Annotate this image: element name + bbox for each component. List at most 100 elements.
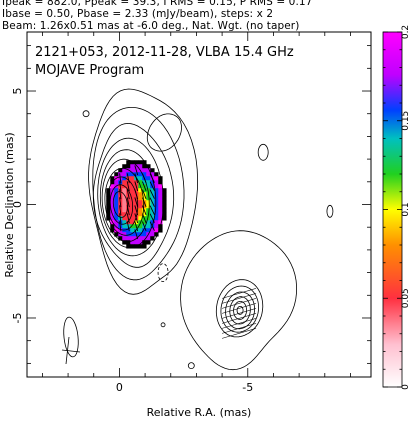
pol-pixel [142,228,147,233]
evpa-vector [119,189,122,200]
pol-pixel [126,236,131,241]
plot-subtitle: MOJAVE Program [35,63,144,78]
pol-pixel [106,200,111,205]
jet-contour [215,279,264,338]
pol-pixel [154,204,159,209]
pol-pixel [134,160,139,165]
pol-pixel [154,188,159,193]
pol-pixel [122,224,127,229]
pol-pixel [130,188,135,193]
jet-hatch [221,328,257,339]
noise-contour [326,204,334,218]
pol-pixel [122,192,127,197]
pol-pixel [146,168,151,173]
pol-pixel [138,160,143,165]
core-contour [106,176,139,231]
pol-pixel [126,220,131,225]
pol-pixel [146,204,151,209]
evpa-vector [134,189,139,200]
pol-pixel [158,184,163,189]
pol-pixel [122,188,127,193]
evpa-vector [149,205,155,215]
pol-pixel [138,208,143,213]
pol-pixel [142,232,147,237]
axis-ticks [27,32,371,377]
pol-pixel [122,212,127,217]
pol-pixel [154,192,159,197]
pol-pixel [158,188,163,193]
pol-pixel [134,196,139,201]
pol-pixel [162,188,167,193]
pol-pixel [114,188,119,193]
pol-pixel [162,200,167,205]
pol-pixel [138,180,143,185]
pol-pixel [110,200,115,205]
jet-hatch [221,303,257,314]
pol-pixel [150,196,155,201]
pol-pixel [146,196,151,201]
pol-pixel [150,232,155,237]
pol-pixel [158,196,163,201]
pol-pixel [126,168,131,173]
jet-contour [180,230,298,371]
pol-pixel [126,172,131,177]
pol-pixel [146,172,151,177]
evpa-vector [149,173,155,183]
evpa-vector [119,181,122,192]
colorbar-ticks [383,31,402,388]
jet-hatch [221,288,257,299]
pol-pixel [134,204,139,209]
pol-pixel [114,220,119,225]
pol-pixel [134,228,139,233]
pol-pixel [146,180,151,185]
pol-pixel [142,160,147,165]
pol-pixel [154,184,159,189]
header-line-1: Ipeak = 882.0, Ppeak = 39.3, I RMS = 0.1… [2,0,313,8]
core-contour [92,107,185,281]
pol-pixel [118,168,123,173]
pol-pixel [138,212,143,217]
pol-pixel [138,204,143,209]
pol-pixel [134,212,139,217]
core-contour [88,88,199,295]
pol-pixel [142,168,147,173]
pol-pixel [158,200,163,205]
pol-pixel [158,180,163,185]
pol-pixel [162,216,167,221]
pol-pixel [146,220,151,225]
pol-pixel [158,208,163,213]
evpa-vector [149,197,155,207]
pol-pixel [130,196,135,201]
evpa-vector [142,181,147,192]
pol-pixel [146,200,151,205]
pol-pixel [142,220,147,225]
pol-pixel [154,216,159,221]
pol-pixel [142,180,147,185]
pol-pixel [154,224,159,229]
pol-pixel [162,212,167,217]
pol-pixel [134,172,139,177]
pol-pixel [130,244,135,249]
pol-pixel [126,196,131,201]
pol-pixel [110,208,115,213]
pol-pixel [158,204,163,209]
pol-pixel [142,240,147,245]
pol-pixel [114,200,119,205]
pol-pixel [126,212,131,217]
y-tick-label: 5 [11,88,24,95]
pol-pixel [162,196,167,201]
evpa-vector [126,173,130,184]
pol-pixel [158,228,163,233]
pol-pixel [150,168,155,173]
jet-contour [236,306,244,315]
negative-contour [157,263,169,282]
noise-contour [187,362,195,370]
colorbar-tick-label: 0.05 [401,288,409,308]
total-intensity-contours [82,88,334,371]
pol-pixel [150,188,155,193]
pol-pixel [150,228,155,233]
y-axis-label: Relative Declination (mas) [3,132,16,277]
pol-pixel [122,240,127,245]
evpa-vector [142,213,147,224]
evpa-vector [149,213,155,223]
